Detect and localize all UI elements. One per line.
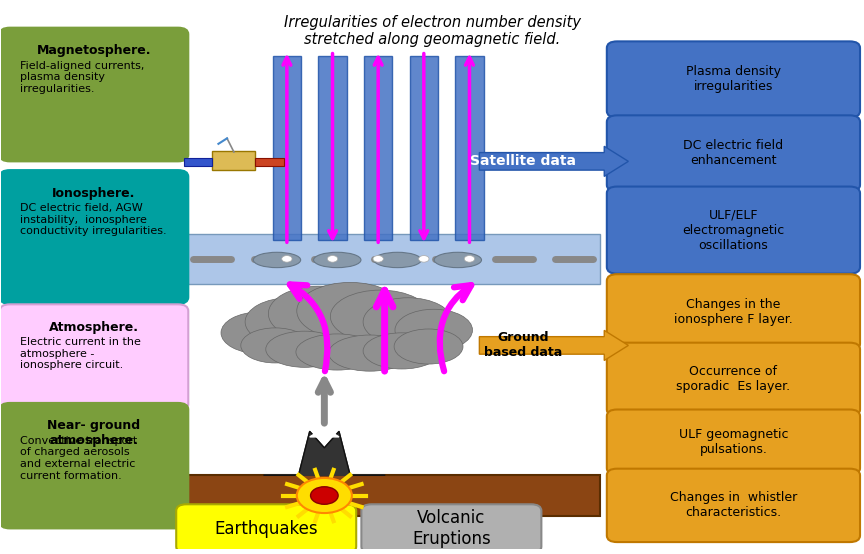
- FancyBboxPatch shape: [176, 504, 356, 553]
- Text: Changes in  whistler
characteristics.: Changes in whistler characteristics.: [670, 491, 797, 520]
- FancyBboxPatch shape: [361, 504, 542, 553]
- Text: DC electric field
enhancement: DC electric field enhancement: [683, 140, 784, 167]
- Text: Convective transport
of charged aerosols
and external electric
current formation: Convective transport of charged aerosols…: [21, 436, 137, 481]
- Ellipse shape: [363, 297, 453, 346]
- Circle shape: [310, 487, 338, 504]
- Text: Occurrence of
sporadic  Es layer.: Occurrence of sporadic Es layer.: [677, 366, 791, 393]
- Ellipse shape: [241, 328, 309, 363]
- FancyBboxPatch shape: [607, 115, 860, 192]
- Circle shape: [327, 255, 338, 262]
- Ellipse shape: [314, 252, 361, 268]
- Bar: [256, 157, 284, 166]
- Ellipse shape: [297, 283, 403, 340]
- Ellipse shape: [266, 331, 343, 367]
- FancyBboxPatch shape: [213, 151, 255, 170]
- Bar: [364, 56, 392, 240]
- Ellipse shape: [269, 286, 368, 341]
- Circle shape: [373, 255, 384, 262]
- Bar: [273, 56, 301, 240]
- Bar: [455, 56, 484, 240]
- Polygon shape: [309, 432, 339, 440]
- Text: Changes in the
ionosphere F layer.: Changes in the ionosphere F layer.: [674, 298, 793, 326]
- Ellipse shape: [363, 333, 441, 369]
- Text: ULF geomagnetic
pulsations.: ULF geomagnetic pulsations.: [679, 428, 788, 456]
- Circle shape: [464, 255, 474, 262]
- Bar: [410, 56, 438, 240]
- Text: Atmosphere.: Atmosphere.: [49, 321, 139, 334]
- Text: Electric current in the
atmosphere -
ionosphere circuit.: Electric current in the atmosphere - ion…: [21, 337, 141, 371]
- Ellipse shape: [245, 297, 334, 346]
- Text: Field-aligned currents,
plasma density
irregularities.: Field-aligned currents, plasma density i…: [21, 60, 144, 94]
- FancyBboxPatch shape: [607, 274, 860, 350]
- Polygon shape: [264, 432, 384, 475]
- FancyBboxPatch shape: [607, 409, 860, 475]
- Ellipse shape: [434, 252, 481, 268]
- Ellipse shape: [394, 329, 463, 364]
- Text: Ionosphere.: Ionosphere.: [53, 187, 136, 199]
- Text: Irregularities of electron number density
stretched along geomagnetic field.: Irregularities of electron number densit…: [283, 15, 581, 48]
- Text: DC electric field, AGW
instability,  ionosphere
conductivity irregularities.: DC electric field, AGW instability, iono…: [21, 203, 167, 236]
- Circle shape: [297, 478, 352, 513]
- Ellipse shape: [328, 335, 411, 371]
- Circle shape: [282, 255, 292, 262]
- Ellipse shape: [330, 290, 430, 343]
- FancyBboxPatch shape: [607, 187, 860, 274]
- FancyArrow shape: [480, 330, 628, 361]
- Text: Earthquakes: Earthquakes: [214, 520, 318, 538]
- FancyBboxPatch shape: [0, 304, 188, 411]
- FancyBboxPatch shape: [607, 343, 860, 416]
- Text: Magnetosphere.: Magnetosphere.: [37, 44, 151, 57]
- Text: Ground
based data: Ground based data: [484, 331, 562, 360]
- FancyBboxPatch shape: [607, 42, 860, 117]
- Text: Volcanic
Eruptions: Volcanic Eruptions: [412, 509, 491, 548]
- FancyArrow shape: [480, 146, 628, 176]
- Ellipse shape: [395, 309, 473, 351]
- Text: Satellite data: Satellite data: [470, 155, 576, 168]
- Ellipse shape: [253, 252, 301, 268]
- Text: Near- ground
atmosphere.: Near- ground atmosphere.: [48, 419, 141, 448]
- Bar: [187, 234, 600, 284]
- Ellipse shape: [221, 312, 298, 353]
- Bar: [318, 56, 346, 240]
- Bar: [187, 475, 600, 516]
- Circle shape: [419, 255, 429, 262]
- Text: ULF/ELF
electromagnetic
oscillations: ULF/ELF electromagnetic oscillations: [683, 209, 785, 252]
- FancyBboxPatch shape: [607, 469, 860, 542]
- Text: Plasma density
irregularities: Plasma density irregularities: [686, 65, 781, 94]
- FancyBboxPatch shape: [0, 28, 188, 161]
- Ellipse shape: [374, 252, 422, 268]
- Bar: [184, 157, 213, 166]
- FancyBboxPatch shape: [0, 403, 188, 529]
- Ellipse shape: [296, 334, 378, 370]
- FancyBboxPatch shape: [0, 170, 188, 304]
